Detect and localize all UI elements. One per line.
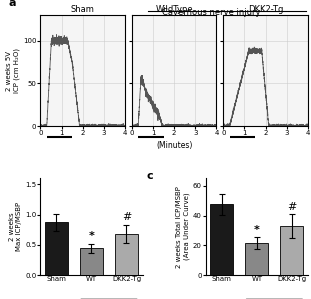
Bar xyxy=(245,243,268,275)
Title: WildType: WildType xyxy=(156,5,193,14)
Bar xyxy=(211,204,233,275)
Text: a: a xyxy=(8,0,16,8)
Y-axis label: 2 weeks Total ICP/MSBP
(Area Under Curve): 2 weeks Total ICP/MSBP (Area Under Curve… xyxy=(176,186,190,268)
Text: Cavernous nerve injury: Cavernous nerve injury xyxy=(162,8,261,17)
Bar xyxy=(281,226,303,275)
Title: Sham: Sham xyxy=(71,5,95,14)
Title: DKK2-Tg: DKK2-Tg xyxy=(248,5,283,14)
Text: #: # xyxy=(122,212,131,222)
Y-axis label: 2 weeks 5V
ICP (cm H₂O): 2 weeks 5V ICP (cm H₂O) xyxy=(6,48,20,93)
Text: *: * xyxy=(89,231,95,241)
X-axis label: (Minutes): (Minutes) xyxy=(156,141,192,150)
Text: c: c xyxy=(146,170,153,181)
Text: *: * xyxy=(254,225,260,235)
Bar xyxy=(115,234,138,275)
Bar xyxy=(45,222,68,275)
Bar xyxy=(80,248,103,275)
Text: #: # xyxy=(287,202,297,212)
Y-axis label: 2 weeks
Max ICP/MSBP: 2 weeks Max ICP/MSBP xyxy=(9,202,22,251)
